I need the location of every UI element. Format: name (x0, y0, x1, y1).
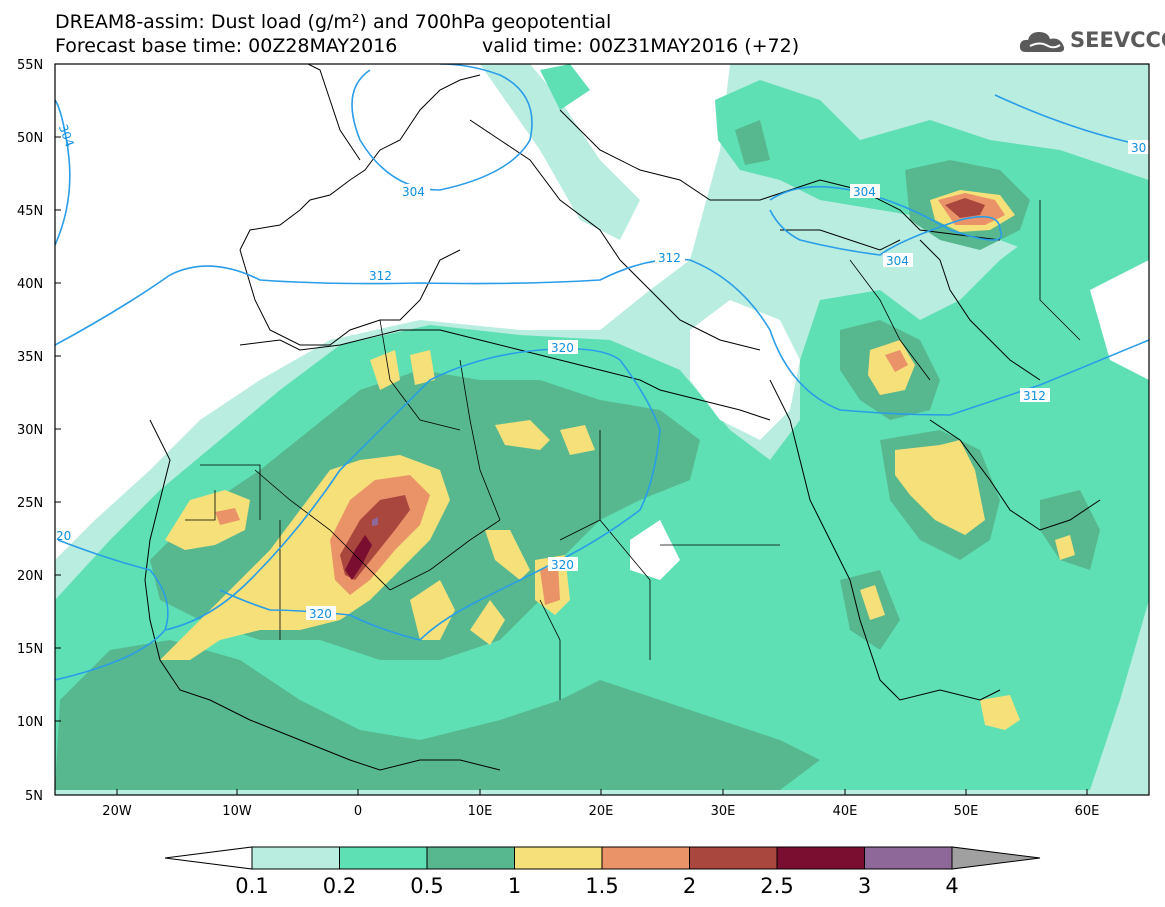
contour-label: 312 (1023, 389, 1046, 403)
colorbar-swatch (426, 846, 515, 870)
contour-label: 30 (1131, 141, 1146, 155)
lon-label: 0 (354, 804, 362, 819)
colorbar-swatch (776, 846, 865, 870)
colorbar-swatch (601, 846, 690, 870)
lat-label: 55N (17, 58, 43, 73)
colorbar-swatch (339, 846, 428, 870)
contour-label: 304 (886, 254, 909, 268)
isoline-304-west (55, 99, 71, 246)
country-borders (185, 200, 1081, 700)
colorbar-tick-label: 4 (945, 874, 958, 898)
map-title: DREAM8-assim: Dust load (g/m²) and 700hP… (55, 11, 612, 33)
lon-label: 20W (102, 804, 132, 819)
colorbar-tick-label: 0.5 (410, 874, 443, 898)
seevccc-logo (1018, 26, 1158, 56)
colorbar-swatch (689, 846, 778, 870)
latitude-labels: 55N 50N 45N 40N 35N 30N 25N 20N 15N 10N … (17, 58, 43, 804)
colorbar-tick-label: 3 (858, 874, 871, 898)
lat-label: 40N (17, 277, 43, 292)
lat-label: 25N (17, 496, 43, 511)
colorbar-swatch (864, 846, 953, 870)
contour-label: 20 (56, 529, 71, 543)
colorbar-swatch (514, 846, 603, 870)
cloud-icon (1019, 32, 1065, 52)
contour-label: 320 (551, 341, 574, 355)
lon-label: 30E (711, 804, 736, 819)
colorbar-swatch (251, 846, 340, 870)
isoline-304-north (351, 64, 533, 191)
contour-label: 320 (551, 558, 574, 572)
lon-label: 10E (468, 804, 493, 819)
lon-label: 40E (833, 804, 858, 819)
lat-label: 10N (17, 715, 43, 730)
lat-label: 35N (17, 350, 43, 365)
coastlines (144, 64, 1101, 771)
colorbar-low-arrow (164, 846, 253, 870)
longitude-labels: 20W 10W 0 10E 20E 30E 40E 50E 60E (102, 804, 1099, 819)
isoline-labels: 304 304 304 30 312 312 312 320 320 320 2… (56, 122, 1150, 621)
lat-label: 5N (25, 789, 43, 804)
logo-text: SEEVCCC (1070, 28, 1165, 52)
lon-label: 50E (954, 804, 979, 819)
contour-label: 304 (853, 185, 876, 199)
lat-label: 50N (17, 131, 43, 146)
contour-label: 320 (309, 607, 332, 621)
colorbar-high-arrow (951, 846, 1041, 870)
colorbar-tick-label: 1.5 (585, 874, 618, 898)
lat-label: 30N (17, 423, 43, 438)
lon-label: 60E (1075, 804, 1100, 819)
colorbar-tick-label: 0.2 (323, 874, 356, 898)
lon-label: 20E (589, 804, 614, 819)
base-time-label: Forecast base time: 00Z28MAY2016 (55, 35, 398, 57)
contour-label: 304 (402, 185, 425, 199)
lat-label: 20N (17, 569, 43, 584)
valid-time-label: valid time: 00Z31MAY2016 (+72) (482, 35, 800, 57)
contour-label: 312 (369, 269, 392, 283)
colorbar: 0.1 0.2 0.5 1 1.5 2 2.5 3 4 (164, 846, 1041, 898)
lon-label: 10W (222, 804, 252, 819)
lat-label: 15N (17, 642, 43, 657)
ticks (55, 63, 1088, 795)
colorbar-tick-label: 2 (683, 874, 696, 898)
isoline-320 (55, 347, 661, 681)
lat-label: 45N (17, 204, 43, 219)
dust-level-3 (372, 517, 378, 526)
contour-label: 312 (658, 251, 681, 265)
colorbar-tick-label: 2.5 (760, 874, 793, 898)
map-canvas (55, 64, 1149, 795)
dust-level-2.5 (345, 535, 372, 580)
colorbar-tick-label: 1 (508, 874, 521, 898)
clear-gaps (630, 260, 1149, 580)
colorbar-tick-label: 0.1 (235, 874, 268, 898)
